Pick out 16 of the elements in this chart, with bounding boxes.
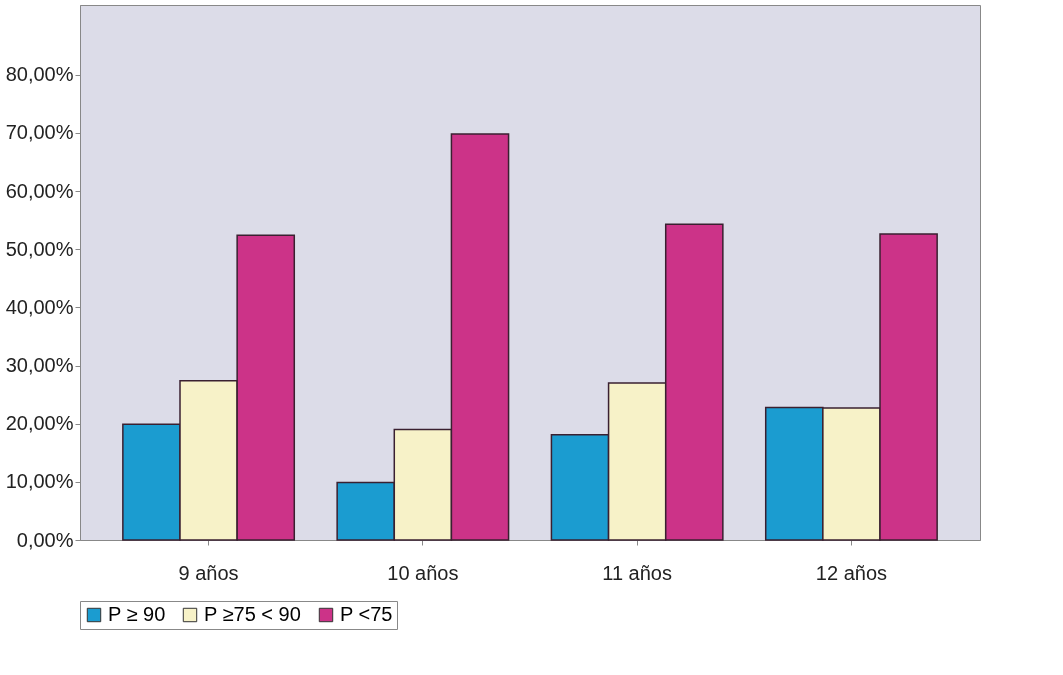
y-tick-label: 60,00% (5, 179, 74, 202)
x-tick-label: 12 años (815, 561, 888, 584)
legend-label: P <75 (340, 603, 393, 625)
y-tick-label: 10,00% (5, 470, 74, 493)
y-tick-label: 70,00% (5, 121, 74, 144)
y-tick-label: 20,00% (5, 412, 74, 435)
legend-label: P ≥ 90 (108, 603, 166, 625)
y-tick-label: 40,00% (5, 295, 74, 318)
x-tick-label: 9 años (178, 561, 239, 584)
y-tick-label: 0,00% (16, 528, 74, 551)
x-tick-label: 10 años (387, 561, 459, 584)
x-tick-label: 11 años (602, 561, 672, 584)
y-tick-label: 50,00% (5, 237, 74, 260)
legend-label: P ≥75 < 90 (204, 603, 301, 625)
y-tick-label: 80,00% (5, 63, 74, 86)
y-tick-label: 30,00% (5, 354, 74, 377)
